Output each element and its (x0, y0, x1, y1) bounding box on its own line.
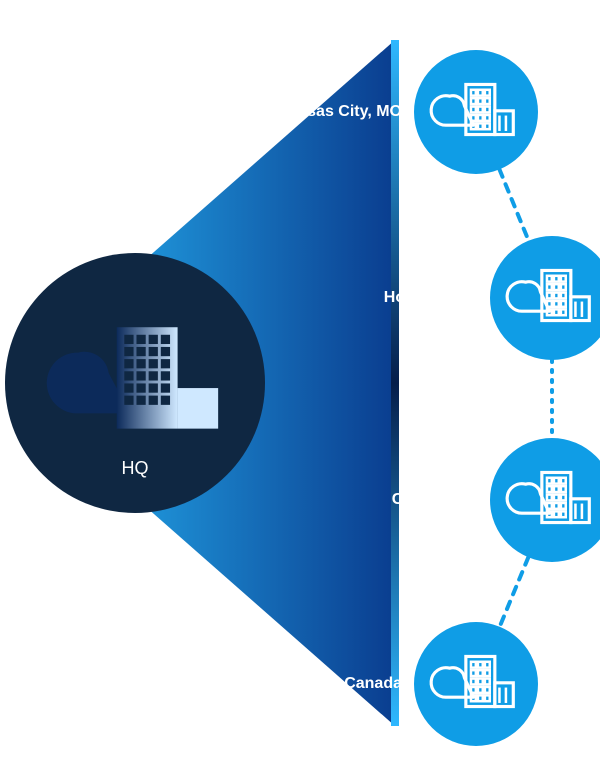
connector (500, 557, 529, 626)
divider-bar (391, 40, 399, 726)
branch-node (490, 236, 600, 360)
hq-label: HQ (122, 458, 149, 479)
branch-label: Chicago, IL (392, 491, 478, 509)
branch-label: Ottawa, Canada (282, 675, 402, 693)
branch-nodes (414, 50, 600, 746)
diagram-stage: HQ Kansas City, MO Houston, TX Chicago, IL… (0, 0, 600, 766)
branch-label: Kansas City, MO (277, 103, 402, 121)
branch-node (414, 622, 538, 746)
branch-node (414, 50, 538, 174)
connector (499, 169, 528, 240)
branch-node (490, 438, 600, 562)
branch-label: Houston, TX (384, 289, 478, 307)
